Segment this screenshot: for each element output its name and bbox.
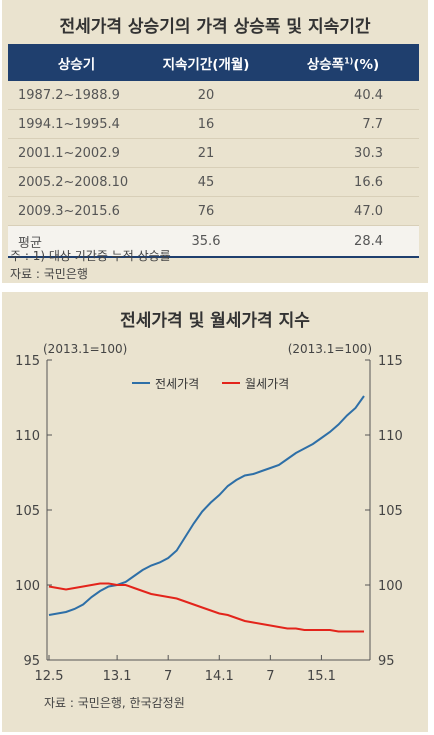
header-duration: 지속기간(개월): [145, 44, 267, 81]
y-left-tick-label: 110: [15, 429, 40, 444]
average-label: 평균: [8, 225, 145, 258]
chart-source: 자료 : 국민은행, 한국감정원: [44, 696, 185, 710]
x-tick-label: 13.1: [103, 669, 132, 684]
y-right-tick-label: 95: [378, 654, 395, 669]
period-cell: 1987.2~1988.9: [8, 81, 145, 110]
y-left-tick-label: 95: [23, 654, 40, 669]
duration-cell: 76: [145, 196, 267, 226]
period-cell: 2001.1~2002.9: [8, 138, 145, 168]
jeonse-price-line: [48, 395, 365, 616]
table-footnote: 주 : 1) 대상 기간중 누적 상승률: [10, 249, 171, 263]
y-right-axis-label: (2013.1=100): [288, 342, 372, 356]
y-right-tick-label: 105: [378, 504, 403, 519]
chart-title: 전세가격 및 월세가격 지수: [120, 311, 310, 331]
rise-cell: 7.7: [267, 109, 419, 139]
rise-cell: 16.6: [267, 167, 419, 197]
header-rise: 상승폭1)(%): [267, 44, 419, 81]
rise-period-table: 상승기 지속기간(개월) 상승폭1)(%) 1987.2~1988.9 20 40.…: [8, 44, 419, 258]
y-right-tick-label: 100: [378, 579, 403, 594]
period-cell: 2009.3~2015.6: [8, 196, 145, 226]
y-left-axis-label: (2013.1=100): [43, 342, 127, 356]
rise-cell: 40.4: [267, 81, 419, 110]
rise-cell: 30.3: [267, 138, 419, 168]
table-source: 자료 : 국민은행: [10, 267, 88, 281]
table-row: 2009.3~2015.6 76 47.0: [8, 196, 419, 226]
table-row: 2001.1~2002.9 21 30.3: [8, 138, 419, 168]
y-right-tick-label: 110: [378, 429, 403, 444]
wolse-price-line: [48, 582, 364, 633]
average-rise: 28.4: [267, 225, 419, 258]
y-right-tick-label: 115: [378, 354, 403, 369]
duration-cell: 21: [145, 138, 267, 168]
duration-cell: 45: [145, 167, 267, 197]
table-average-row: 평균 35.6 28.4: [8, 225, 419, 258]
y-left-tick-label: 105: [15, 504, 40, 519]
header-rise-footnote: 1): [344, 56, 354, 65]
header-rise-unit: (%): [353, 56, 380, 73]
x-tick-label: 7: [164, 669, 172, 684]
period-cell: 2005.2~2008.10: [8, 167, 145, 197]
header-rise-label: 상승폭: [306, 56, 345, 73]
table-row: 1987.2~1988.9 20 40.4: [8, 81, 419, 110]
x-tick-label: 12.5: [35, 669, 64, 684]
header-period: 상승기: [8, 44, 145, 81]
y-left-tick-label: 115: [15, 354, 40, 369]
x-tick-label: 15.1: [307, 669, 336, 684]
legend-label: 전세가격: [155, 377, 199, 391]
average-duration: 35.6: [145, 225, 267, 258]
chart-panel: 전세가격 및 월세가격 지수 95 95 100 100 105 105 110 110 115…: [2, 292, 428, 732]
legend-label: 월세가격: [245, 377, 289, 391]
x-tick-label: 14.1: [205, 669, 234, 684]
duration-cell: 16: [145, 109, 267, 139]
duration-cell: 20: [145, 81, 267, 110]
table-row: 1994.1~1995.4 16 7.7: [8, 109, 419, 139]
table-header-row: 상승기 지속기간(개월) 상승폭1)(%): [8, 44, 419, 81]
x-tick-label: 7: [266, 669, 274, 684]
table-title: 전세가격 상승기의 가격 상승폭 및 지속기간: [59, 17, 371, 37]
table-row: 2005.2~2008.10 45 16.6: [8, 167, 419, 197]
y-left-tick-label: 100: [15, 579, 40, 594]
period-cell: 1994.1~1995.4: [8, 109, 145, 139]
table-panel: 전세가격 상승기의 가격 상승폭 및 지속기간 상승기 지속기간(개월) 상승폭…: [2, 0, 428, 283]
rise-cell: 47.0: [267, 196, 419, 226]
